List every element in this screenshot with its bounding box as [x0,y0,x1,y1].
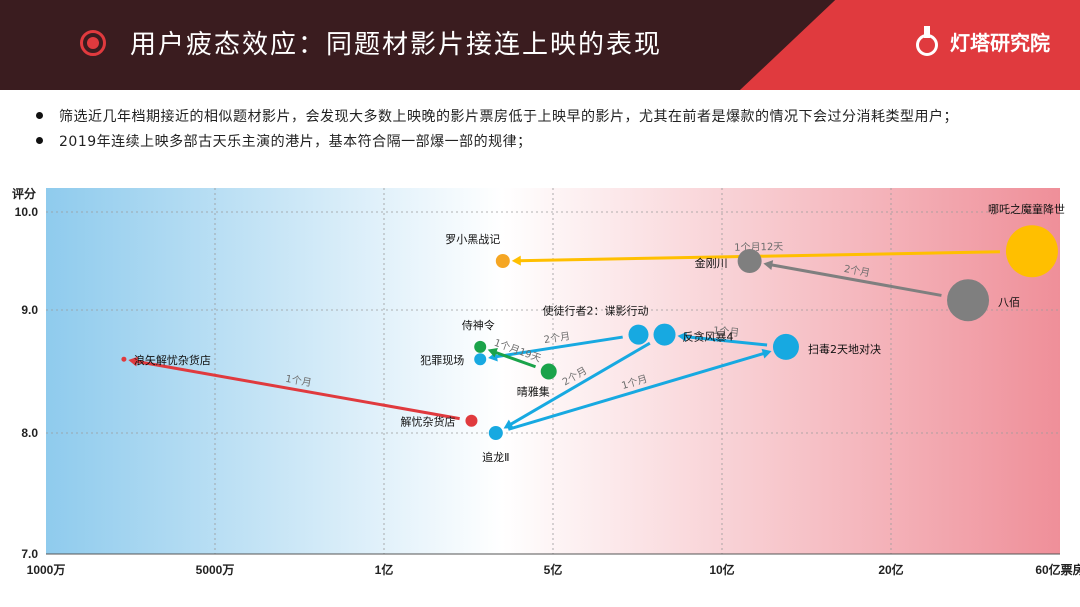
y-tick-label: 10.0 [15,205,39,219]
brand-name: 灯塔研究院 [950,30,1050,55]
data-point [628,324,649,345]
point-label: 反贪风暴4 [683,330,734,344]
transition-arrow [133,359,460,421]
point-label: 晴雅集 [517,385,550,399]
data-point [121,356,127,362]
data-point [1005,225,1058,278]
data-point [465,414,478,427]
arrow-duration-label: 1个月 [284,373,312,389]
point-label: 追龙Ⅱ [482,450,509,464]
data-point [772,333,799,360]
transition-arrow [507,351,767,431]
arrow-head [761,348,772,359]
transition-arrow [769,263,942,297]
point-label: 扫毒2天地对决 [808,342,881,356]
record-icon [80,30,106,56]
point-label: 侍神令 [462,318,495,332]
arrow-head [128,356,139,367]
x-tick-label: 1000万 [27,563,66,577]
bullet-text: 筛选近几年档期接近的相似题材影片，会发现大多数上映晚的影片票房低于上映早的影片，… [59,108,958,125]
y-tick-label: 8.0 [21,426,38,440]
arrow-duration-label: 2个月 [843,263,871,279]
arrow-head [677,331,687,342]
x-tick-label: 5000万 [196,563,235,577]
data-point [488,426,503,440]
bullet-item: 2019年连续上映多部古天乐主演的港片，基本符合隔一部爆一部的规律； [36,128,958,153]
point-label: 使徒行者2：谍影行动 [542,304,648,318]
bullet-item: 筛选近几年档期接近的相似题材影片，会发现大多数上映晚的影片票房低于上映早的影片，… [36,103,958,128]
arrow-head [511,255,521,266]
arrow-duration-label: 1个月12天 [734,241,783,254]
arrow-duration-label: 1个月 [712,324,739,339]
arrow-head [503,419,514,429]
x-tick-label: 1亿 [375,562,394,577]
data-point [474,353,487,366]
point-label: 八佰 [998,296,1020,309]
x-tick-label: 20亿 [878,562,903,577]
bullet-dot-icon [36,137,43,144]
x-tick-label: 60亿票房 [1035,562,1080,577]
point-label: 金刚川 [695,256,728,270]
transition-arrow [683,335,768,347]
x-tick-label: 5亿 [544,562,563,577]
y-tick-label: 9.0 [21,303,38,317]
point-label: 犯罪现场 [420,353,464,367]
arrow-head [763,260,774,270]
brand-logo: 灯塔研究院 [914,26,1050,56]
data-point [474,340,487,353]
x-tick-label: 10亿 [709,562,734,577]
y-axis-title: 评分 [12,186,36,201]
data-point [495,254,510,268]
transition-arrow [492,350,537,369]
data-point [737,249,762,273]
point-label: 罗小黑战记 [445,233,500,246]
point-label: 解忧杂货店 [400,415,455,429]
bullet-text: 2019年连续上映多部古天乐主演的港片，基本符合隔一部爆一部的规律； [59,133,532,150]
point-label: 浪矢解忧杂货店 [134,353,211,367]
data-point [540,363,557,380]
arrow-duration-label: 2个月 [543,330,571,346]
data-point [653,323,676,346]
scatter-chart: 1000万 5000万 1亿 5亿 10亿 20亿 60亿票房 10.0 9.0 8.0 7.0 评分… [12,186,1080,577]
arrow-head [487,347,498,358]
bullet-dot-icon [36,112,43,119]
lighthouse-icon [914,26,942,56]
y-tick-label: 7.0 [21,547,38,561]
point-label: 哪吒之魔童降世 [988,202,1065,216]
transition-arrow [493,335,623,359]
header-banner: 用户疲态效应：同题材影片接连上映的表现 灯塔研究院 [0,0,1080,90]
data-point [947,279,990,322]
transition-arrow [508,341,651,427]
page-title: 用户疲态效应：同题材影片接连上映的表现 [130,30,663,60]
bullet-list: 筛选近几年档期接近的相似题材影片，会发现大多数上映晚的影片票房低于上映早的影片，… [36,103,958,153]
